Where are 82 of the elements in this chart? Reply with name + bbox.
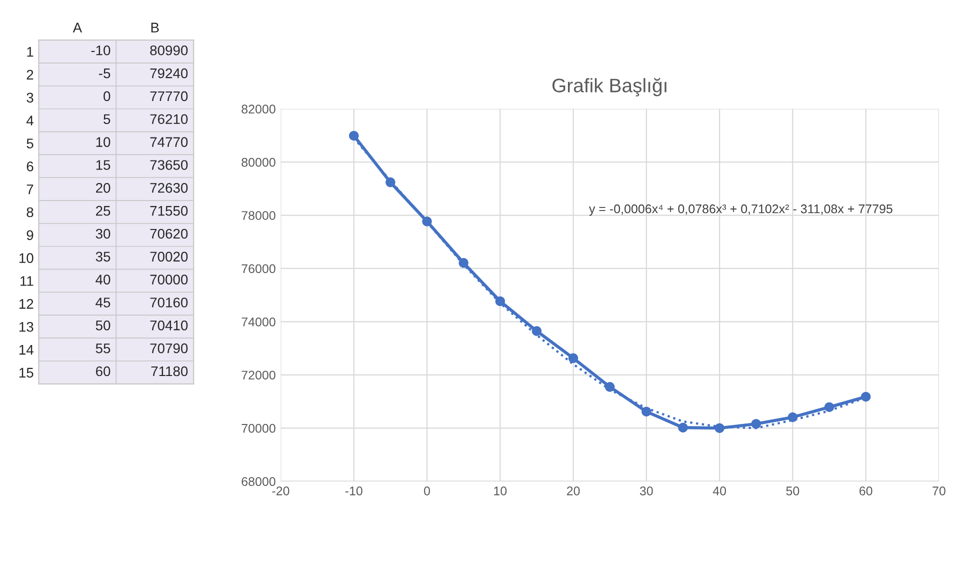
- x-tick-label: A: [72, 22, 82, 32]
- point: [422, 216, 432, 226]
- data-label: 76210: [150, 114, 188, 124]
- data-label: 55: [96, 344, 110, 354]
- data-label: 74770: [150, 137, 188, 147]
- data-label: 45: [96, 298, 110, 308]
- annotation: y = -0,0006x⁴ + 0,0786x³ + 0,7102x² - 311,08x + 77795: [588, 204, 892, 216]
- x-tick-label: 60: [860, 486, 872, 496]
- data-label: 20: [96, 182, 110, 193]
- x-tick-label: 40: [712, 486, 726, 496]
- point: [348, 130, 359, 141]
- x-tick-label: 30: [640, 486, 653, 496]
- y-tick-label: 82000: [242, 104, 276, 114]
- x-tick-label: 0: [424, 486, 430, 496]
- data-label: 40: [96, 274, 110, 284]
- data-label: 30: [96, 228, 110, 239]
- data-label: 35: [96, 252, 110, 262]
- y-tick-label: 5: [26, 138, 34, 148]
- point: [458, 258, 468, 268]
- data-label: 0: [104, 91, 110, 102]
- y-tick-label: 76000: [242, 264, 276, 274]
- data-label: 71180: [151, 366, 188, 376]
- data-label: 80990: [150, 45, 188, 56]
- y-tick-label: 74000: [242, 318, 276, 326]
- data-label: 73650: [150, 160, 188, 170]
- y-tick-label: 72000: [242, 370, 276, 380]
- data-label: -5: [99, 68, 110, 78]
- point: [678, 422, 688, 432]
- data-label: 77770: [150, 91, 188, 102]
- y-tick-label: 6: [26, 162, 34, 172]
- y-tick-label: 2: [26, 70, 34, 80]
- data-label: 70790: [150, 343, 188, 354]
- point: [788, 412, 798, 422]
- x-tick-label: 50: [786, 486, 800, 496]
- x-tick-label: -20: [272, 486, 290, 496]
- y-tick-label: 12: [19, 299, 34, 309]
- data-label: 70410: [150, 320, 188, 330]
- data-label: 10: [96, 137, 110, 147]
- y-tick-label: 15: [19, 368, 34, 378]
- data-label: 72630: [150, 182, 188, 193]
- data-label: 70160: [150, 298, 188, 308]
- point: [495, 296, 505, 306]
- data-label: 71550: [150, 206, 188, 216]
- y-tick-label: 78000: [242, 211, 276, 220]
- data-label: 70620: [150, 228, 188, 239]
- y-tick-label: 4: [26, 116, 34, 126]
- y-tick-label: 1: [27, 47, 34, 57]
- x-tick-label: 20: [566, 486, 580, 496]
- y-tick-label: 14: [19, 345, 34, 355]
- y-tick-label: 80000: [242, 158, 276, 167]
- point: [714, 423, 724, 433]
- data-label: 5: [104, 114, 110, 124]
- y-tick-label: 13: [19, 322, 34, 332]
- chart-title: Grafik Başlığı: [552, 78, 666, 96]
- data-label: -10: [91, 45, 110, 56]
- data-label: 15: [96, 160, 110, 170]
- data-label: 70000: [150, 274, 188, 284]
- point: [568, 353, 578, 364]
- x-tick-label: 10: [494, 486, 507, 496]
- y-tick-label: 9: [26, 230, 34, 240]
- y-tick-label: 10: [19, 253, 34, 264]
- point: [604, 382, 615, 392]
- data-label: 70020: [150, 252, 188, 262]
- x-tick-label: B: [151, 22, 159, 32]
- x-tick-label: 70: [932, 486, 946, 496]
- point: [642, 406, 652, 416]
- data-label: 79240: [150, 68, 188, 78]
- y-tick-label: 70000: [242, 424, 276, 433]
- y-tick-label: 3: [26, 92, 34, 103]
- point: [860, 392, 871, 402]
- data-label: 60: [96, 366, 110, 376]
- data-label: 50: [96, 320, 110, 330]
- point: [532, 326, 542, 336]
- y-tick-label: 8: [26, 207, 34, 218]
- y-tick-label: 11: [20, 276, 34, 286]
- point: [386, 177, 396, 188]
- point: [751, 418, 761, 429]
- y-tick-label: 7: [26, 184, 34, 194]
- x-tick-label: -10: [345, 486, 362, 496]
- y-tick-label: 68000: [242, 477, 276, 486]
- data-label: 25: [96, 206, 110, 216]
- point: [824, 402, 834, 412]
